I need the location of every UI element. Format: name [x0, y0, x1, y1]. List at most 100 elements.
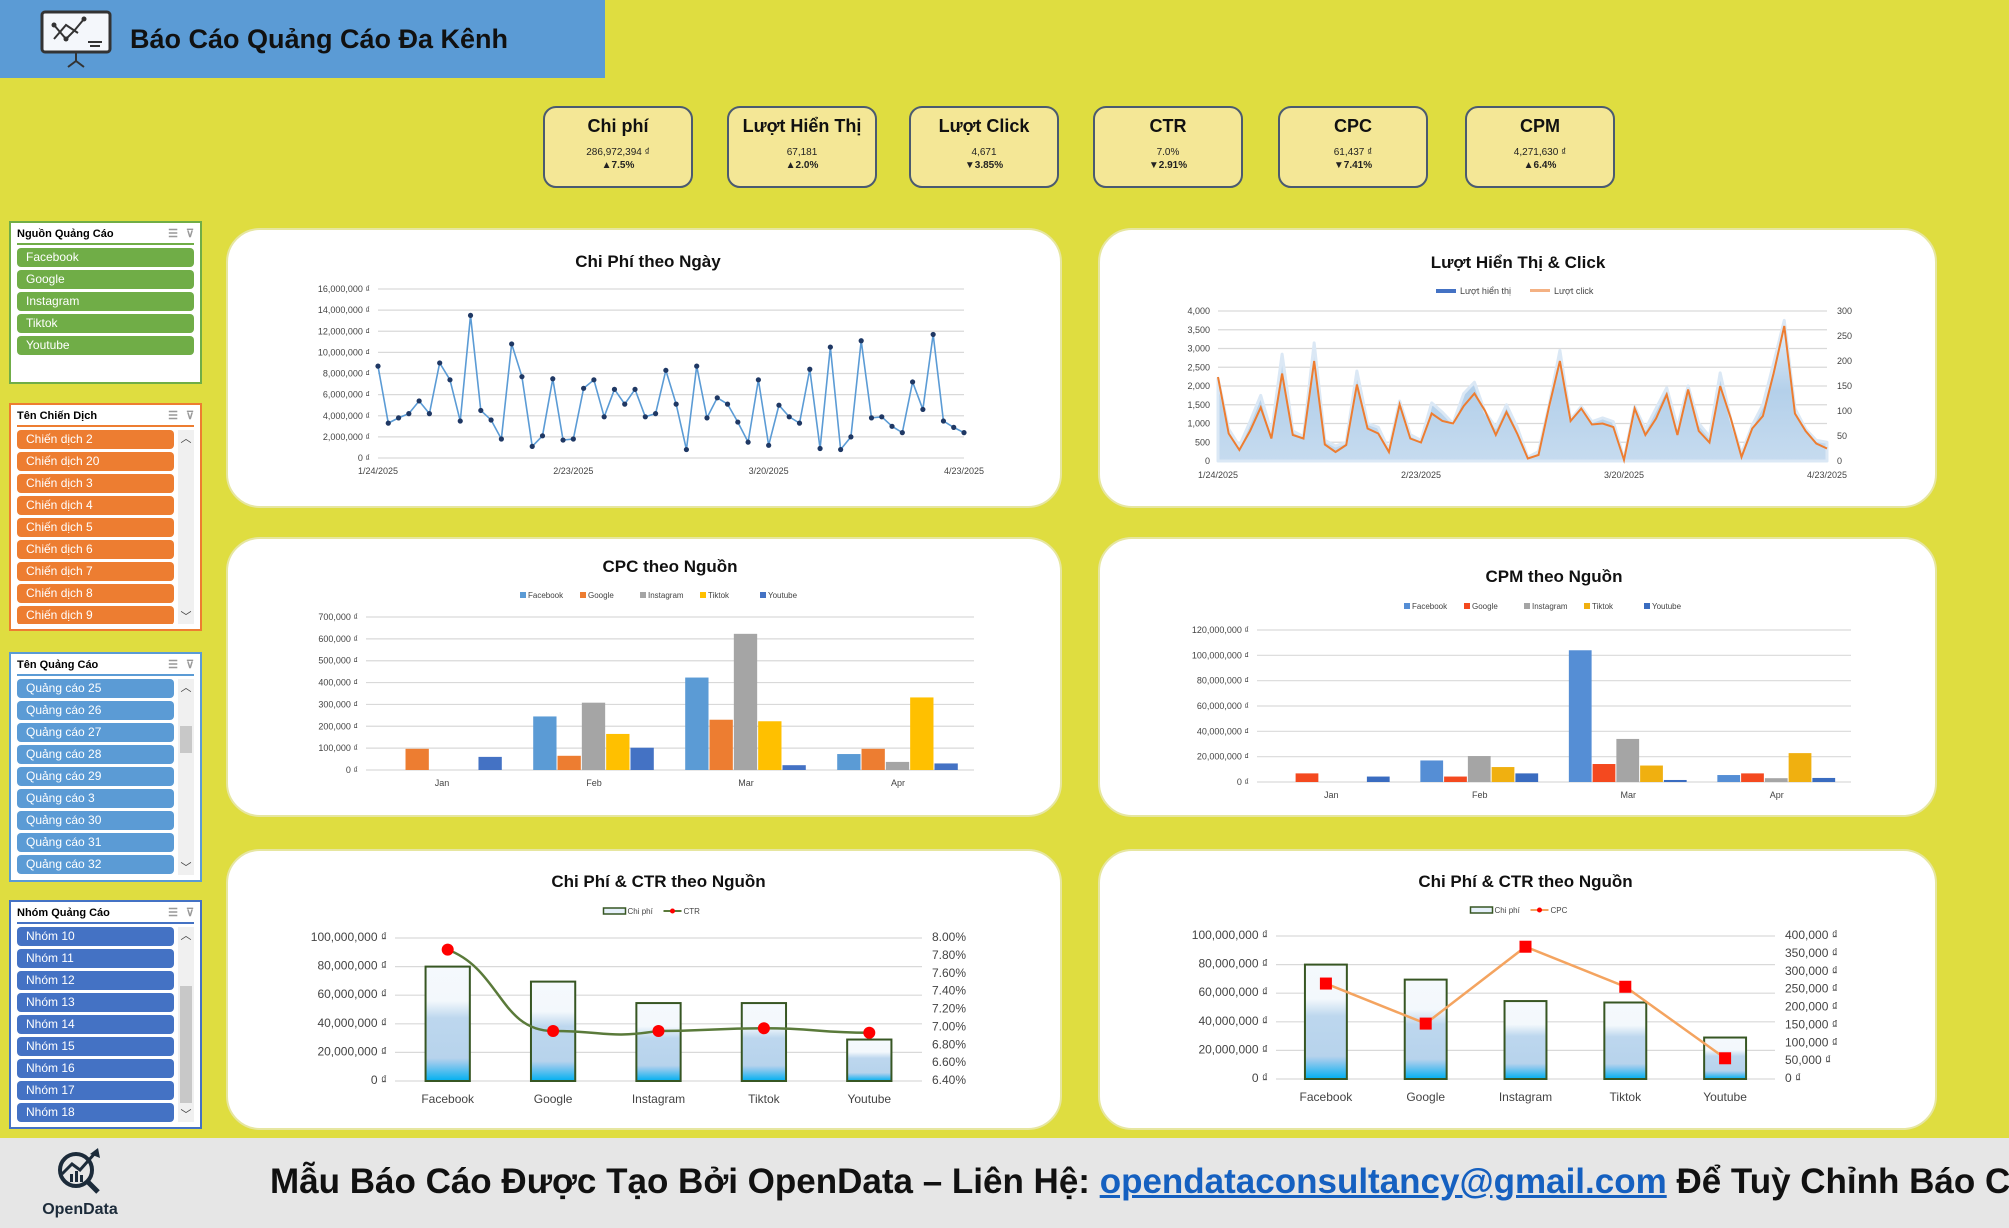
bar-google	[1444, 776, 1467, 782]
slicer-item[interactable]: Nhóm 10	[17, 927, 174, 946]
y-tick-label: 20,000,000 ₫	[317, 1044, 387, 1058]
legend: Facebook Google Instagram Tiktok Youtube	[1404, 602, 1682, 611]
y-tick-label: 0 ₫	[1252, 1071, 1268, 1085]
slicer-item[interactable]: Chiến dịch 2	[17, 430, 174, 449]
y-tick-label: 20,000,000 ₫	[1198, 1042, 1268, 1056]
legend-label: Chi phí	[628, 907, 654, 916]
kpi-card: CTR 7.0% ▼2.91%	[1093, 106, 1243, 188]
daily-cost-line-chart: Chi Phí theo Ngày 0 ₫ 2,000,000 ₫ 4,000,000…	[318, 252, 984, 476]
slicer-item[interactable]: Facebook	[17, 248, 194, 267]
scrollbar-thumb[interactable]	[180, 726, 192, 754]
data-point	[704, 415, 710, 421]
slicer-item[interactable]: Nhóm 12	[17, 971, 174, 990]
slicer-item[interactable]: Quảng cáo 29	[17, 767, 174, 786]
legend-label: Tiktok	[1592, 602, 1614, 611]
bar-facebook	[533, 716, 557, 770]
y-tick-label: 1,000	[1187, 419, 1210, 429]
data-point	[786, 414, 792, 420]
slicer-item[interactable]: Chiến dịch 9	[17, 606, 174, 624]
y-tick-label: 200,000 ₫	[318, 721, 358, 731]
slicer-item[interactable]: Nhóm 11	[17, 949, 174, 968]
slicer-item[interactable]: Chiến dịch 20	[17, 452, 174, 471]
legend-swatch	[520, 592, 526, 598]
data-point	[766, 442, 772, 448]
slicer-item[interactable]: Google	[17, 270, 194, 289]
scrollbar-thumb[interactable]	[180, 985, 192, 1103]
y-tick-label: 40,000,000 ₫	[1198, 1014, 1268, 1028]
kpi-change: ▲6.4%	[1523, 160, 1557, 171]
chevron-down-icon[interactable]: ﹀	[180, 862, 192, 874]
kpi-value: 61,437 ₫	[1333, 147, 1373, 158]
multi-select-icon[interactable]: ☰	[168, 410, 178, 422]
cost-bar	[1503, 1000, 1548, 1080]
clear-filter-icon[interactable]: ⊽	[185, 907, 194, 919]
y-tick-label: 4,000,000 ₫	[323, 411, 370, 421]
data-point	[447, 377, 453, 383]
slicer-item[interactable]: Quảng cáo 32	[17, 855, 174, 874]
x-tick-label: 3/20/2025	[1604, 470, 1644, 480]
multi-select-icon[interactable]: ☰	[168, 907, 178, 919]
data-point	[858, 338, 864, 344]
slicer-item[interactable]: Instagram	[17, 292, 194, 311]
slicer-item[interactable]: Nhóm 13	[17, 993, 174, 1012]
x-tick-label: 1/24/2025	[1198, 470, 1238, 480]
slicer-item[interactable]: Tiktok	[17, 314, 194, 333]
legend-label: Facebook	[1412, 602, 1448, 611]
data-point	[827, 344, 833, 350]
slicer-item[interactable]: Nhóm 15	[17, 1037, 174, 1056]
y2-tick-label: 50,000 ₫	[1785, 1053, 1831, 1067]
slicer-item[interactable]: Youtube	[17, 336, 194, 355]
chevron-up-icon[interactable]: ︿	[180, 433, 192, 445]
data-point	[519, 374, 525, 380]
slicer-scrollbar[interactable]: ︿ ﹀	[178, 430, 194, 772]
clear-filter-icon[interactable]: ⊽	[185, 410, 194, 422]
slicer-item[interactable]: Quảng cáo 31	[17, 833, 174, 852]
slicer-scrollbar[interactable]: ︿ ﹀	[178, 927, 194, 1122]
y2-tick-label: 100	[1837, 406, 1852, 416]
y-tick-label: 20,000,000 ₫	[1197, 752, 1249, 762]
kpi-change: ▲7.5%	[601, 160, 635, 171]
y-tick-label: 600,000 ₫	[318, 634, 358, 644]
y-tick-label: 1,500	[1187, 400, 1210, 410]
data-point	[863, 1026, 876, 1039]
slicer-item[interactable]: Chiến dịch 4	[17, 496, 174, 515]
multi-select-icon[interactable]: ☰	[168, 659, 178, 671]
chevron-down-icon[interactable]: ﹀	[180, 611, 192, 623]
slicer-item[interactable]: Chiến dịch 5	[17, 518, 174, 537]
multi-select-icon[interactable]: ☰	[168, 228, 178, 240]
slicer-item[interactable]: Chiến dịch 8	[17, 584, 174, 603]
kpi-title: CPM	[1520, 116, 1560, 136]
chart-title: CPM theo Nguồn	[1486, 567, 1623, 586]
y2-tick-label: 400,000 ₫	[1785, 928, 1838, 942]
clear-filter-icon[interactable]: ⊽	[185, 659, 194, 671]
data-point	[796, 420, 803, 426]
y-tick-label: 0 ₫	[371, 1073, 387, 1087]
slicer-item[interactable]: Quảng cáo 3	[17, 789, 174, 808]
legend-label: Lượt click	[1554, 286, 1594, 296]
slicer-item[interactable]: Quảng cáo 27	[17, 723, 174, 742]
slicer-item[interactable]: Quảng cáo 30	[17, 811, 174, 830]
slicer-item[interactable]: Chiến dịch 3	[17, 474, 174, 493]
slicer-item[interactable]: Chiến dịch 6	[17, 540, 174, 559]
slicer-item[interactable]: Quảng cáo 25	[17, 679, 174, 698]
slicer-item[interactable]: Quảng cáo 28	[17, 745, 174, 764]
chevron-up-icon[interactable]: ︿	[180, 930, 192, 942]
slicer-item[interactable]: Nhóm 18	[17, 1103, 174, 1122]
slicer-item[interactable]: Nhóm 14	[17, 1015, 174, 1034]
slicer-scrollbar[interactable]: ︿ ﹀	[178, 679, 194, 875]
y2-tick-label: 6.80%	[932, 1037, 966, 1051]
slicer-item[interactable]: Nhóm 17	[17, 1081, 174, 1100]
contact-email-link[interactable]: opendataconsultancy@gmail.com	[1099, 1162, 1667, 1201]
kpi-value: 7.0%	[1156, 147, 1180, 158]
clear-filter-icon[interactable]: ⊽	[185, 228, 194, 240]
legend-swatch	[1404, 603, 1410, 609]
chevron-down-icon[interactable]: ﹀	[180, 1109, 192, 1121]
data-point	[437, 360, 443, 366]
chevron-up-icon[interactable]: ︿	[180, 682, 192, 694]
slicer-title: Nhóm Quảng Cáo	[17, 906, 110, 919]
slicer-item[interactable]: Nhóm 16	[17, 1059, 174, 1078]
slicer-item[interactable]: Chiến dịch 7	[17, 562, 174, 581]
data-point	[899, 430, 905, 436]
slicer-item[interactable]: Quảng cáo 26	[17, 701, 174, 720]
bar-youtube	[1812, 777, 1836, 782]
